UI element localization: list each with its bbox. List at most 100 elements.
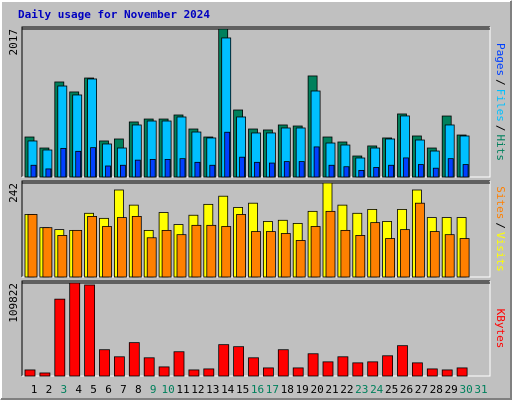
- bar: [239, 156, 246, 178]
- y-tick-label: 109822: [7, 283, 20, 323]
- bar: [27, 214, 38, 278]
- bar: [295, 240, 306, 278]
- bar: [310, 226, 321, 278]
- x-tick-label: 5: [90, 383, 97, 396]
- bar: [268, 162, 275, 178]
- legend-separator: /: [494, 79, 507, 86]
- bar: [411, 362, 423, 377]
- bar: [42, 227, 53, 278]
- bar: [400, 229, 410, 278]
- bar: [382, 355, 394, 377]
- bar: [388, 164, 395, 178]
- bar: [432, 167, 439, 178]
- x-tick-label: 8: [135, 383, 142, 396]
- bar: [462, 164, 469, 178]
- x-tick-label: 15: [236, 383, 249, 396]
- x-tick-label: 3: [60, 383, 67, 396]
- x-tick-label: 21: [325, 383, 338, 396]
- bar: [146, 237, 157, 278]
- bar: [313, 146, 320, 178]
- bar: [72, 229, 83, 278]
- plot-border-dark: [21, 180, 490, 277]
- x-tick-label: 27: [415, 383, 428, 396]
- bar: [358, 169, 365, 178]
- bar: [218, 344, 230, 377]
- bar: [128, 342, 140, 377]
- bar: [206, 224, 217, 278]
- legend-separator: /: [494, 222, 507, 229]
- bar: [24, 369, 36, 377]
- bar: [209, 164, 216, 178]
- bar: [322, 361, 334, 377]
- bar: [224, 131, 231, 178]
- plot-border-dark: [21, 280, 490, 376]
- bar: [236, 214, 247, 278]
- x-tick-label: 1: [31, 383, 38, 396]
- bar: [370, 222, 381, 278]
- legend: Sites / Visits: [494, 186, 507, 272]
- bar: [444, 234, 455, 278]
- bar: [352, 362, 364, 377]
- legend-entry: Sites: [494, 186, 507, 219]
- bar: [414, 202, 425, 278]
- legend: Pages / Files / Hits: [494, 43, 507, 161]
- legend-entry: Hits: [494, 135, 507, 162]
- x-tick-label: 31: [474, 383, 487, 396]
- bar: [277, 349, 289, 377]
- bar: [373, 167, 380, 178]
- bar: [131, 216, 142, 278]
- bar: [307, 353, 319, 377]
- x-tick-label: 12: [191, 383, 204, 396]
- bar: [325, 210, 336, 278]
- bar: [164, 158, 171, 178]
- bar: [447, 158, 454, 178]
- legend-entry: Visits: [494, 232, 507, 272]
- bar: [173, 351, 185, 377]
- bar: [426, 368, 438, 377]
- x-tick-label: 24: [370, 383, 384, 396]
- x-tick-label: 29: [445, 383, 458, 396]
- bar: [45, 168, 52, 178]
- bar: [87, 216, 97, 278]
- bar: [265, 231, 276, 278]
- x-tick-label: 7: [120, 383, 127, 396]
- bar: [60, 147, 67, 178]
- bar: [298, 161, 305, 178]
- bar: [39, 372, 51, 377]
- x-tick-label: 10: [161, 383, 174, 396]
- bar: [292, 367, 304, 377]
- x-tick-label: 13: [206, 383, 219, 396]
- bar: [90, 147, 96, 178]
- bar: [102, 226, 112, 278]
- x-tick-label: 18: [281, 383, 294, 396]
- legend-entry: Files: [494, 89, 507, 122]
- plot-border-dark: [21, 26, 490, 177]
- bar: [191, 224, 202, 278]
- x-tick-label: 14: [221, 383, 235, 396]
- chart-title: Daily usage for November 2024: [18, 8, 210, 21]
- bar: [262, 367, 274, 377]
- bar: [75, 150, 82, 178]
- bar: [30, 164, 37, 178]
- bar: [280, 233, 291, 278]
- bar: [203, 368, 215, 377]
- bar: [120, 164, 126, 178]
- bar: [179, 158, 186, 178]
- bar: [221, 226, 232, 278]
- bar: [161, 229, 172, 278]
- x-tick-label: 4: [75, 383, 82, 396]
- bar: [117, 217, 127, 278]
- bar: [143, 357, 155, 377]
- bar: [429, 231, 440, 278]
- bar: [149, 158, 156, 178]
- bar: [459, 238, 470, 278]
- bar: [397, 345, 408, 377]
- bar: [194, 161, 201, 178]
- x-tick-label: 9: [150, 383, 157, 396]
- bar: [188, 369, 200, 377]
- legend: KBytes: [494, 309, 507, 349]
- bar: [340, 229, 351, 278]
- y-tick-label: 2017: [7, 29, 20, 56]
